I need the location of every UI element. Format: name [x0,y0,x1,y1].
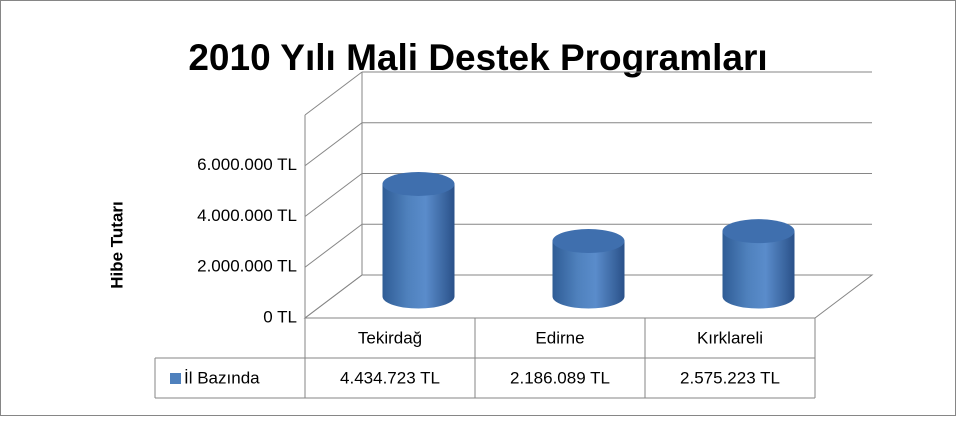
y-tick-label: 6.000.000 TL [197,155,297,174]
bar [722,231,795,309]
y-tick-label: 4.000.000 TL [197,206,297,225]
bar-top [722,219,795,244]
grid-line [304,71,363,116]
grid-line [304,122,363,167]
data-label: 2.575.223 TL [680,368,780,387]
grid-line [304,223,363,268]
bar [382,183,455,309]
legend-swatch [170,373,181,384]
grid-line [304,274,363,319]
y-tick-label: 0 TL [263,307,297,326]
chart-title: 2010 Yılı Mali Destek Programları [188,37,767,78]
y-tick-label: 2.000.000 TL [197,257,297,276]
x-tick-label: Tekirdağ [358,328,422,347]
bar-top [552,229,625,254]
data-label: 4.434.723 TL [340,368,440,387]
table-grid [154,318,816,399]
x-tick-label: Kırklareli [697,328,763,347]
x-tick-label: Edirne [535,328,584,347]
bar [552,241,625,309]
grid-line [304,173,363,217]
data-label: 2.186.089 TL [510,368,610,387]
bar-top [382,171,455,196]
y-axis-label: Hibe Tutarı [107,201,126,289]
legend-label: İl Bazında [184,368,260,387]
